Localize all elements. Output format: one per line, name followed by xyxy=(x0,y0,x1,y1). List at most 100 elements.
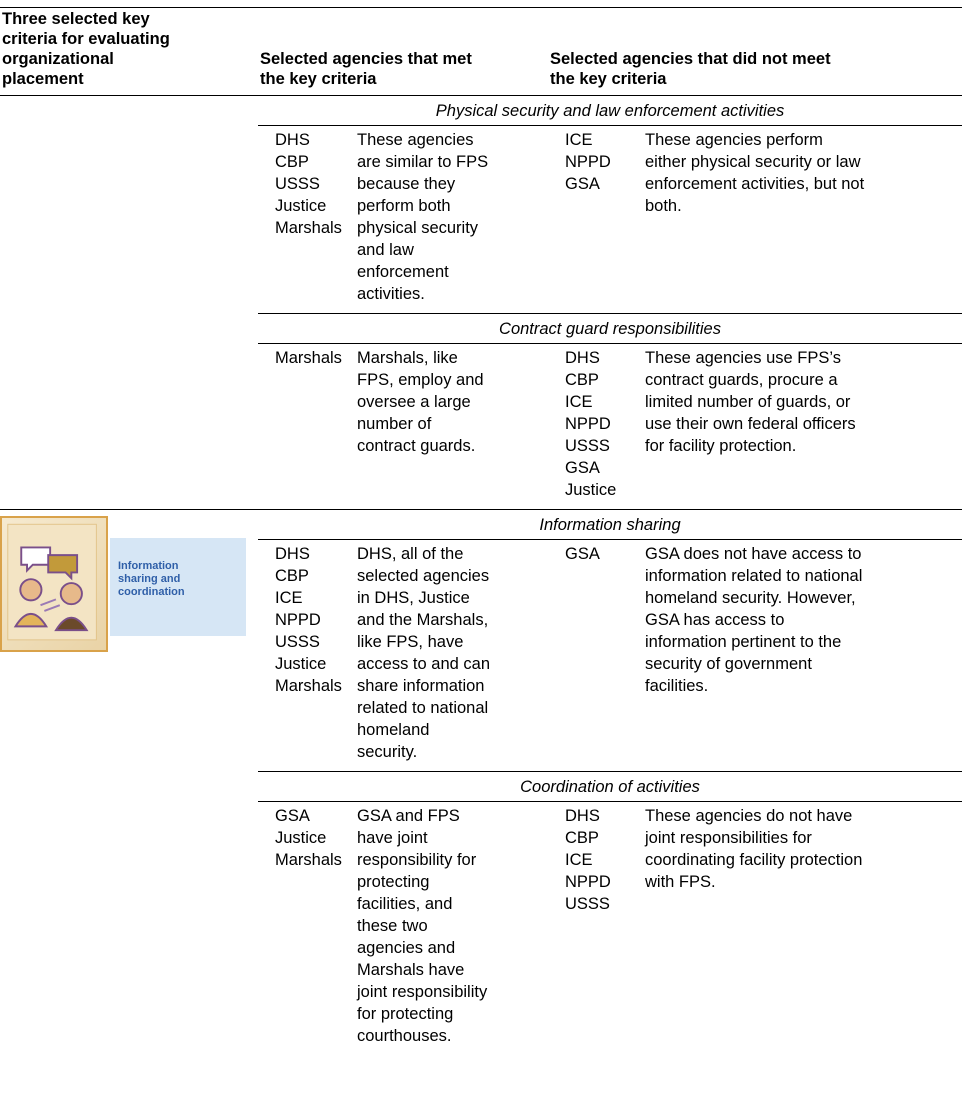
explanation-line: These agencies perform xyxy=(645,131,823,149)
agency: CBP xyxy=(565,371,599,389)
explanation-line: GSA has access to xyxy=(645,611,785,629)
header-line: Three selected key xyxy=(2,10,150,28)
header-cell: Three selected key criteria for evaluatin… xyxy=(0,7,258,96)
explanation-line: perform both xyxy=(357,197,451,215)
section-title: Physical security and law enforcement ac… xyxy=(258,95,962,126)
empty-cell xyxy=(0,126,258,314)
agency: GSA xyxy=(565,459,600,477)
explanation-line: homeland xyxy=(357,721,430,739)
explanation-line: in DHS, Justice xyxy=(357,589,470,607)
empty-cell xyxy=(0,343,258,510)
met-text-cell: Marshals, like FPS, employ and oversee a l… xyxy=(340,343,548,510)
explanation-line: number of xyxy=(357,415,432,433)
explanation-line: agencies and xyxy=(357,939,456,957)
agency: ICE xyxy=(565,851,593,869)
icon-panel: Information sharing and coordination xyxy=(0,516,248,656)
agency: NPPD xyxy=(565,153,611,171)
explanation-line: for protecting xyxy=(357,1005,454,1023)
explanation-line: activities. xyxy=(357,285,425,303)
section-title: Contract guard responsibilities xyxy=(258,313,962,344)
empty-cell xyxy=(0,96,258,126)
header-row: Three selected key criteria for evaluatin… xyxy=(0,7,962,96)
icon-label-line: Information xyxy=(118,560,179,572)
agency: Marshals xyxy=(275,349,342,367)
explanation-line: information pertinent to the xyxy=(645,633,842,651)
explanation-line: oversee a large xyxy=(357,393,471,411)
icon-cell: Information sharing and coordination xyxy=(0,510,258,1056)
explanation-line: limited number of guards, or xyxy=(645,393,851,411)
agency: DHS xyxy=(275,545,310,563)
explanation-line: facilities, and xyxy=(357,895,453,913)
explanation-line: These agencies xyxy=(357,131,474,149)
agency: CBP xyxy=(275,567,309,585)
explanation-line: for facility protection. xyxy=(645,437,797,455)
agency: Marshals xyxy=(275,677,342,695)
icon-label: Information sharing and coordination xyxy=(110,538,246,636)
agency: Marshals xyxy=(275,851,342,869)
data-row: DHS CBP USSS Justice Marshals These agencies a… xyxy=(0,125,962,314)
explanation-line: joint responsibility xyxy=(357,983,488,1001)
explanation-line: These agencies use FPS’s xyxy=(645,349,841,367)
not-met-text-cell: These agencies do not have joint responsi… xyxy=(628,802,962,1056)
explanation-line: are similar to FPS xyxy=(357,153,489,171)
agency: Justice xyxy=(275,655,327,673)
not-met-text-cell: These agencies use FPS’s contract guards,… xyxy=(628,343,962,510)
explanation-line: GSA does not have access to xyxy=(645,545,862,563)
agency: ICE xyxy=(565,393,593,411)
agency: ICE xyxy=(275,589,303,607)
explanation-line: contract guards. xyxy=(357,437,476,455)
not-met-agencies-cell: DHS CBP ICE NPPD USSS xyxy=(548,802,628,1056)
not-met-agencies-cell: ICE NPPD GSA xyxy=(548,125,628,314)
explanation-line: homeland security. However, xyxy=(645,589,856,607)
agency: USSS xyxy=(565,437,610,455)
explanation-line: coordinating facility protection xyxy=(645,851,863,869)
explanation-line: share information xyxy=(357,677,485,695)
explanation-line: physical security xyxy=(357,219,479,237)
not-met-agencies-cell: GSA xyxy=(548,539,628,772)
header-cell: Selected agencies that did not meet the k… xyxy=(548,7,962,96)
header-line: Selected agencies that met xyxy=(260,50,472,68)
met-agencies-cell: Marshals xyxy=(258,343,342,510)
explanation-line: access to and can xyxy=(357,655,490,673)
explanation-line: with FPS. xyxy=(645,873,716,891)
explanation-line: These agencies do not have xyxy=(645,807,853,825)
agency: USSS xyxy=(565,895,610,913)
section-title-row: Contract guard responsibilities xyxy=(0,313,962,344)
agency: Justice xyxy=(565,481,617,499)
explanation-line: like FPS, have xyxy=(357,633,464,651)
agency: GSA xyxy=(565,545,600,563)
met-agencies-cell: DHS CBP USSS Justice Marshals xyxy=(258,125,342,314)
explanation-line: Marshals have xyxy=(357,961,465,979)
not-met-text-cell: These agencies perform either physical se… xyxy=(628,125,962,314)
explanation-line: and law xyxy=(357,241,414,259)
explanation-line: selected agencies xyxy=(357,567,490,585)
explanation-line: joint responsibilities for xyxy=(645,829,812,847)
section-title-row: Physical security and law enforcement ac… xyxy=(0,95,962,126)
explanation-line: either physical security or law xyxy=(645,153,861,171)
data-row: Marshals Marshals, like FPS, employ and ove… xyxy=(0,343,962,510)
section-title: Coordination of activities xyxy=(258,771,962,802)
agency: DHS xyxy=(565,807,600,825)
section-title-row: Coordination of activities xyxy=(0,771,962,802)
met-agencies-cell: GSA Justice Marshals xyxy=(258,802,342,1056)
agency: USSS xyxy=(275,633,320,651)
explanation-line: related to national xyxy=(357,699,489,717)
agency: DHS xyxy=(565,349,600,367)
empty-cell xyxy=(0,314,258,344)
explanation-line: information related to national xyxy=(645,567,863,585)
explanation-line: contract guards, procure a xyxy=(645,371,838,389)
header-line: organizational xyxy=(2,50,114,68)
explanation-line: GSA and FPS xyxy=(357,807,460,825)
agency: USSS xyxy=(275,175,320,193)
header-cell: Selected agencies that met the key criter… xyxy=(258,7,548,96)
explanation-line: use their own federal officers xyxy=(645,415,856,433)
header-line: Selected agencies that did not meet xyxy=(550,50,831,68)
agency: Justice xyxy=(275,197,327,215)
explanation-line: facilities. xyxy=(645,677,709,695)
agency: NPPD xyxy=(275,611,321,629)
agency: GSA xyxy=(275,807,310,825)
explanation-line: and the Marshals, xyxy=(357,611,489,629)
explanation-line: these two xyxy=(357,917,428,935)
agency: CBP xyxy=(275,153,309,171)
